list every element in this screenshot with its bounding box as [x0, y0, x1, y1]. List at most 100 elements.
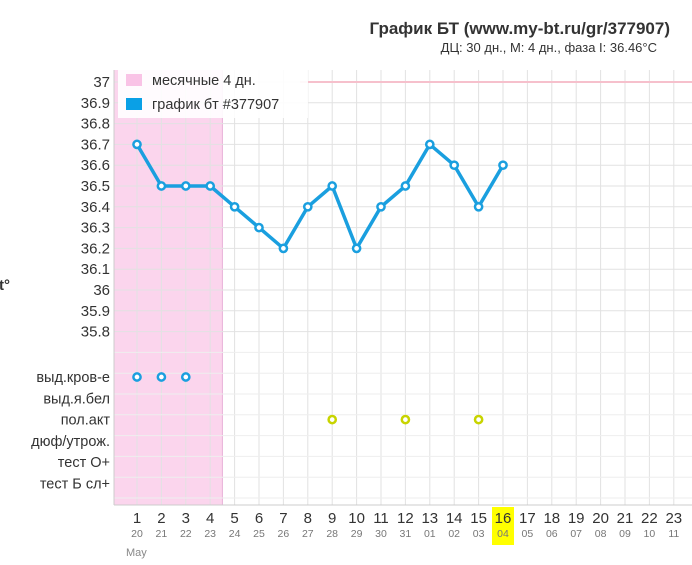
x-day-label: 19 [568, 510, 585, 527]
x-day-label: 18 [543, 510, 560, 527]
temperature-point [400, 181, 411, 191]
x-date-label: 23 [204, 528, 216, 540]
y-tick-label: 36.5 [81, 178, 110, 195]
period-shading [114, 70, 223, 505]
temperature-point [254, 222, 264, 233]
x-date-label: 29 [351, 528, 363, 540]
x-day-label: 9 [328, 510, 336, 527]
x-date-label: 24 [229, 528, 241, 540]
marker-row-label: выд.я.бел [43, 391, 110, 407]
marker-dot [400, 414, 411, 425]
legend-label: график бт #377907 [152, 97, 279, 113]
x-day-label: 16 [495, 510, 512, 527]
x-date-label: 06 [546, 528, 558, 540]
temperature-point [156, 181, 167, 191]
legend-swatch [126, 98, 142, 110]
temperature-line [135, 142, 505, 251]
x-day-label: 10 [348, 510, 365, 527]
x-date-label: 27 [302, 528, 314, 540]
y-tick-label: 36.6 [81, 157, 110, 174]
y-tick-label: 36 [93, 282, 110, 299]
y-tick-label: 35.8 [81, 324, 110, 341]
x-day-label: 6 [255, 510, 263, 527]
legend-box [118, 68, 308, 118]
x-date-label: 02 [448, 528, 460, 540]
x-date-label: 25 [253, 528, 265, 540]
temperature-point [498, 160, 508, 171]
x-day-label: 15 [470, 510, 487, 527]
x-date-label: 20 [131, 528, 143, 540]
month-label: May [126, 547, 147, 559]
chart-title: График БТ (www.my-bt.ru/gr/377907) [369, 19, 670, 38]
y-tick-label: 36.8 [81, 116, 110, 133]
x-day-label: 11 [373, 510, 389, 527]
marker-dot [327, 414, 338, 425]
temperature-point [132, 139, 142, 150]
x-day-label: 5 [230, 510, 238, 527]
marker-row-label: тест О+ [58, 455, 110, 471]
x-date-label: 07 [570, 528, 582, 540]
temperature-point [302, 201, 313, 212]
x-day-label: 17 [519, 510, 536, 527]
x-day-label: 2 [157, 510, 165, 527]
x-day-label: 13 [421, 510, 438, 527]
x-date-label: 26 [278, 528, 290, 540]
marker-dot [473, 414, 484, 425]
x-date-label: 03 [473, 528, 485, 540]
x-day-label: 22 [641, 510, 658, 527]
legend-swatch [126, 74, 142, 86]
highlighted-day-marker [492, 507, 514, 545]
marker-dot [156, 372, 167, 382]
temperature-point [278, 243, 289, 254]
temperature-point [205, 181, 216, 191]
y-tick-label: 36.7 [81, 136, 110, 153]
marker-dot [180, 372, 191, 382]
x-date-label: 11 [668, 528, 679, 540]
temperature-point [449, 160, 460, 171]
x-day-label: 12 [397, 510, 414, 527]
x-day-label: 23 [665, 510, 682, 527]
x-day-label: 1 [133, 510, 141, 527]
x-day-label: 14 [446, 510, 463, 527]
x-day-label: 20 [592, 510, 609, 527]
x-date-label: 05 [522, 528, 534, 540]
x-date-label: 08 [595, 528, 607, 540]
temperature-point [180, 181, 191, 191]
x-date-label: 28 [326, 528, 338, 540]
x-date-label: 10 [644, 528, 656, 540]
y-tick-label: 35.9 [81, 303, 110, 320]
x-day-label: 21 [617, 510, 634, 527]
x-date-label: 31 [400, 528, 412, 540]
x-day-label: 4 [206, 510, 214, 527]
y-tick-label: 36.4 [81, 199, 110, 216]
temperature-point [424, 139, 435, 150]
x-day-label: 3 [182, 510, 190, 527]
x-day-label: 8 [304, 510, 312, 527]
temperature-point [351, 243, 362, 254]
temperature-point [376, 201, 386, 212]
marker-row-label: тест Б сл+ [40, 477, 110, 493]
temperature-point [327, 181, 338, 191]
y-tick-label: 36.1 [81, 261, 110, 278]
temperature-point [229, 201, 240, 212]
x-date-label: 09 [619, 528, 631, 540]
marker-row-label: выд.кров-е [36, 370, 110, 386]
x-date-label: 04 [497, 528, 509, 540]
y-tick-label: 36.3 [81, 220, 110, 237]
chart-plot: 3736.936.836.736.636.536.436.336.236.136… [31, 68, 692, 545]
chart-subtitle: ДЦ: 30 дн., М: 4 дн., фаза I: 36.46°C [441, 40, 657, 55]
x-date-label: 30 [375, 528, 387, 540]
x-date-label: 22 [180, 528, 192, 540]
marker-dot [132, 372, 142, 382]
marker-row-label: дюф/утрож. [31, 434, 110, 450]
marker-row-label: пол.акт [61, 413, 111, 429]
x-date-label: 01 [424, 528, 436, 540]
x-date-label: 21 [156, 528, 168, 540]
y-tick-label: 36.9 [81, 95, 110, 112]
y-tick-label: 37 [93, 74, 110, 91]
temperature-point [473, 201, 484, 212]
y-tick-label: 36.2 [81, 240, 110, 257]
legend-label: месячные 4 дн. [152, 73, 256, 89]
